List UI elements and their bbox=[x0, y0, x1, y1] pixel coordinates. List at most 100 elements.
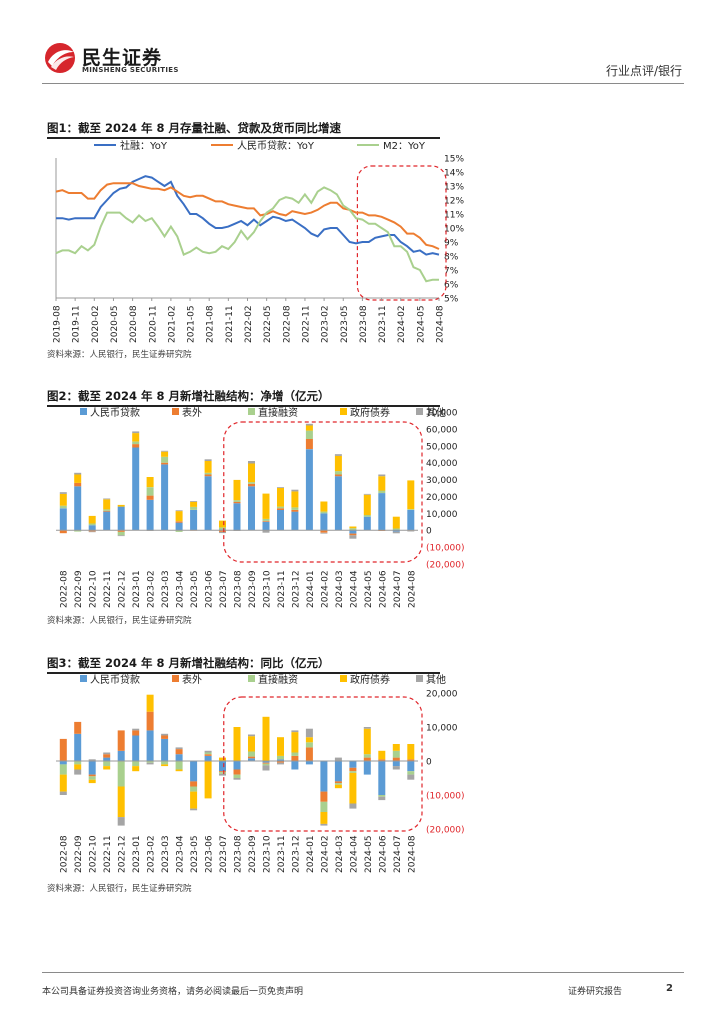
bar-segment bbox=[103, 761, 111, 767]
bar-segment bbox=[204, 461, 212, 473]
x-tick-label: 2024-02 bbox=[397, 305, 407, 343]
bar-segment bbox=[175, 769, 183, 772]
bar-segment bbox=[74, 733, 82, 761]
bar-segment bbox=[74, 486, 82, 531]
y-tick-label: 13% bbox=[444, 183, 464, 193]
bar-segment bbox=[349, 772, 357, 804]
bar-segment bbox=[161, 733, 169, 736]
series-line-1 bbox=[56, 175, 440, 256]
x-tick-label: 2024-04 bbox=[349, 835, 359, 873]
bar-segment bbox=[175, 522, 183, 531]
highlight-box bbox=[223, 696, 423, 832]
x-tick-label: 2019-08 bbox=[53, 305, 63, 343]
legend-label-1: 人民币贷款 bbox=[90, 673, 140, 686]
bar-segment bbox=[277, 510, 284, 531]
bar-segment bbox=[349, 761, 357, 768]
x-tick-label: 2022-08 bbox=[282, 305, 292, 343]
bar-segment bbox=[233, 501, 241, 504]
y-tick-label: 30,000 bbox=[426, 476, 458, 486]
bar-segment bbox=[248, 734, 255, 737]
bar-segment bbox=[204, 752, 212, 755]
bar-segment bbox=[363, 494, 371, 516]
x-tick-label: 2023-01 bbox=[132, 835, 142, 873]
bar-segment bbox=[117, 786, 125, 818]
bar-segment bbox=[334, 761, 342, 782]
bar-segment bbox=[233, 479, 241, 501]
figure-1-title: 图1：截至 2024 年 8 月存量社融、贷款及货币同比增速 bbox=[47, 121, 342, 135]
y-tick-label: (10,000) bbox=[426, 792, 465, 802]
bar-segment bbox=[305, 449, 313, 531]
bar-segment bbox=[88, 779, 96, 784]
legend-label-1: 社融：YoY bbox=[120, 139, 168, 152]
legend-label-2: 表外 bbox=[182, 406, 202, 419]
series-line-3 bbox=[55, 186, 439, 283]
bar-segment bbox=[277, 762, 284, 765]
bar-segment bbox=[320, 511, 328, 514]
x-tick-label: 2024-02 bbox=[320, 835, 330, 873]
x-tick-label: 2023-01 bbox=[132, 570, 142, 608]
bar-segment bbox=[291, 489, 299, 492]
bar-segment bbox=[248, 758, 255, 761]
legend-label-2: 表外 bbox=[182, 673, 202, 686]
bar-segment bbox=[132, 447, 140, 531]
bar-segment bbox=[219, 772, 226, 774]
figure-3-source: 资料来源：人民银行，民生证券研究院 bbox=[47, 884, 192, 894]
bar-segment bbox=[74, 482, 82, 487]
bar-segment bbox=[262, 716, 270, 761]
bar-segment bbox=[59, 791, 67, 795]
bar-segment bbox=[59, 764, 67, 775]
bar-segment bbox=[363, 493, 371, 495]
bar-segment bbox=[378, 795, 386, 797]
bar-segment bbox=[305, 761, 313, 765]
bar-segment bbox=[378, 476, 386, 491]
y-tick-label: 0 bbox=[426, 527, 432, 537]
legend-swatch-3 bbox=[248, 675, 255, 682]
bar-segment bbox=[161, 735, 169, 739]
x-tick-label: 2023-08 bbox=[234, 835, 244, 873]
bar-segment bbox=[363, 727, 371, 729]
x-tick-label: 2024-03 bbox=[335, 835, 345, 873]
x-tick-label: 2024-05 bbox=[364, 570, 374, 608]
bar-segment bbox=[88, 759, 96, 761]
brand-name-en: MINSHENG SECURITIES bbox=[82, 66, 179, 74]
bar-segment bbox=[190, 761, 198, 782]
bar-segment bbox=[190, 501, 198, 507]
figure-1-line-chart: 社融：YoY 人民币贷款：YoY M2：YoY 15% 14% 13% 12% 11% 10% 9… bbox=[53, 139, 465, 343]
bar-segment bbox=[305, 747, 313, 761]
y-tick-label: 6% bbox=[444, 281, 459, 291]
x-tick-label: 2023-11 bbox=[378, 305, 388, 343]
bar-segment bbox=[204, 750, 212, 753]
bar-segment bbox=[378, 474, 386, 477]
bar-segment bbox=[248, 756, 255, 759]
legend-label-4: 政府债券 bbox=[350, 406, 390, 419]
report-category: 行业点评/银行 bbox=[605, 64, 682, 78]
bar-segment bbox=[349, 771, 357, 773]
x-tick-label: 2024-07 bbox=[393, 570, 403, 608]
bar-segment bbox=[161, 738, 169, 761]
bar-segment bbox=[262, 521, 270, 531]
y-tick-label: 12% bbox=[444, 197, 464, 207]
bar-segment bbox=[146, 730, 154, 761]
x-tick-label: 2023-03 bbox=[161, 835, 171, 873]
bar-segment bbox=[146, 711, 154, 731]
bar-segment bbox=[204, 476, 212, 531]
bar-segment bbox=[305, 439, 313, 450]
y-tick-label: 10% bbox=[444, 225, 464, 235]
x-tick-label: 2023-09 bbox=[248, 570, 258, 608]
bar-segment bbox=[103, 766, 111, 770]
x-tick-label: 2023-02 bbox=[147, 835, 157, 873]
bar-segment bbox=[392, 516, 400, 529]
bar-segment bbox=[262, 761, 270, 763]
x-tick-label: 2024-01 bbox=[306, 570, 316, 608]
bar-segment bbox=[407, 744, 415, 760]
bar-segment bbox=[146, 762, 154, 765]
bar-segment bbox=[291, 491, 299, 508]
x-tick-label: 2023-12 bbox=[291, 570, 301, 608]
bar-segment bbox=[103, 509, 111, 511]
bar-segment bbox=[132, 441, 140, 445]
bar-segment bbox=[392, 761, 400, 767]
bar-segment bbox=[219, 527, 226, 530]
x-tick-label: 2022-12 bbox=[118, 835, 128, 873]
bar-segment bbox=[334, 471, 342, 475]
x-tick-label: 2023-04 bbox=[176, 570, 186, 608]
